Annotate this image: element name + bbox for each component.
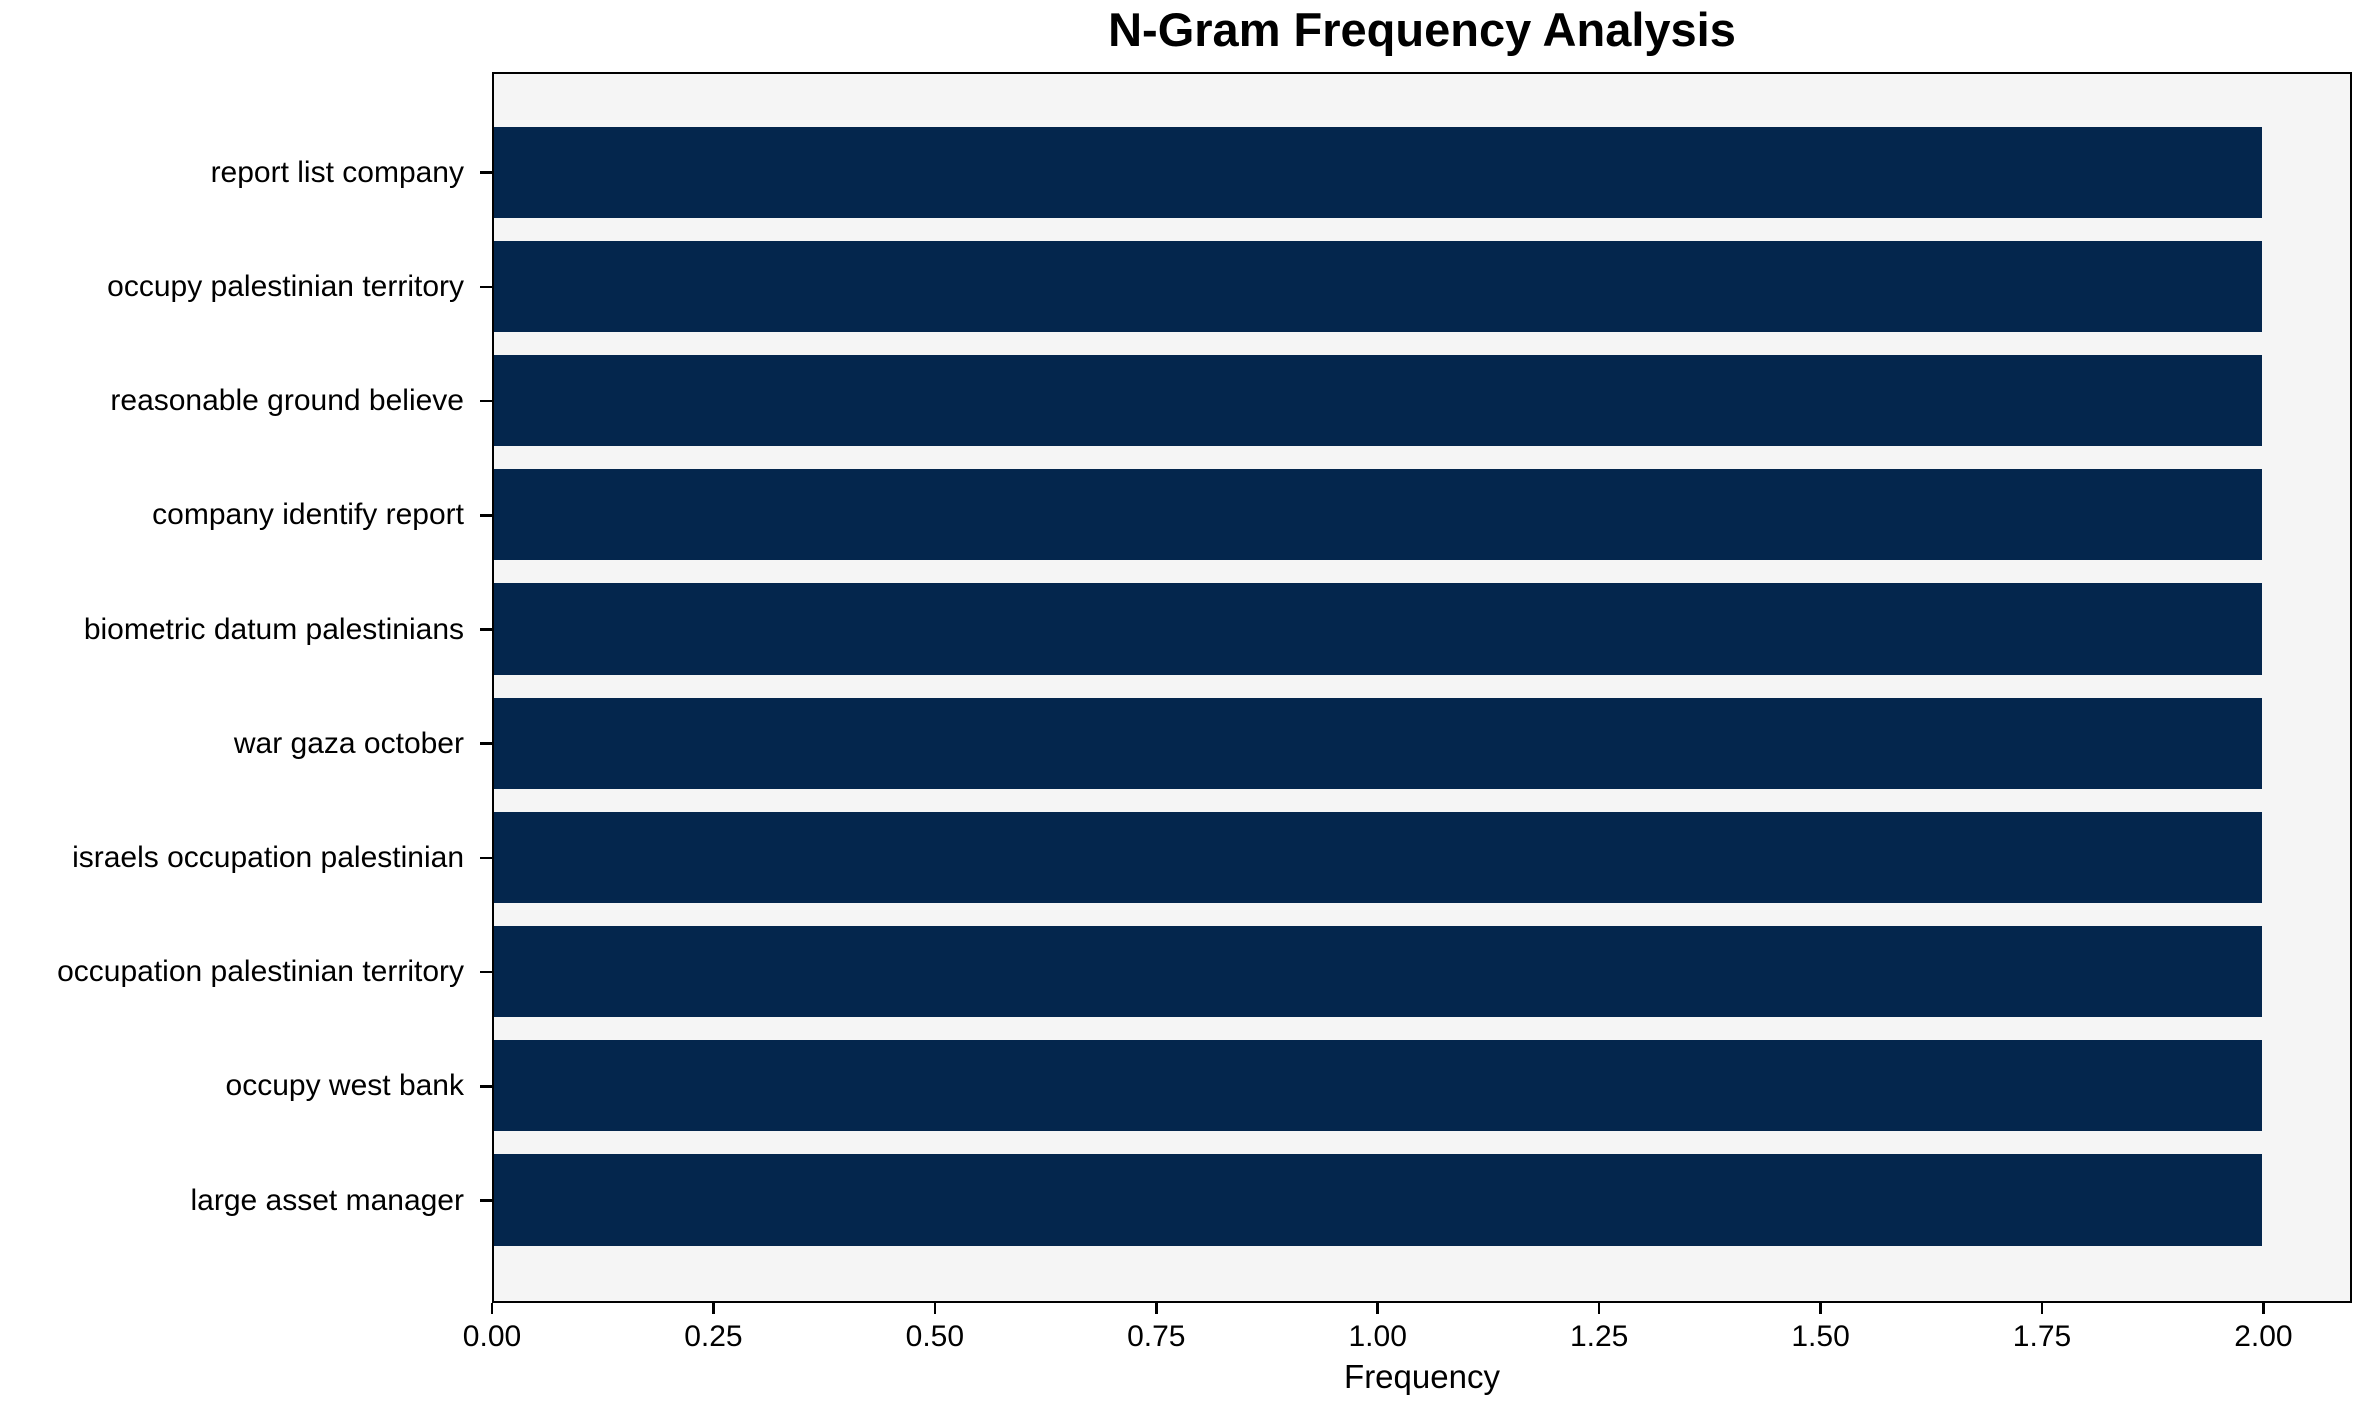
bar-row	[494, 469, 2350, 561]
x-tick-mark	[712, 1303, 715, 1314]
y-tick-mark	[480, 742, 492, 745]
y-tick-mark	[480, 1199, 492, 1202]
y-tick-label: report list company	[210, 155, 464, 189]
bar	[494, 126, 2262, 218]
bar	[494, 1154, 2262, 1246]
x-tick-mark	[1597, 1303, 1601, 1314]
y-tick-mark	[480, 856, 492, 860]
x-tick-label: 1.50	[1791, 1320, 1850, 1353]
x-tick-mark	[1819, 1303, 1822, 1314]
y-tick-mark	[480, 1085, 492, 1088]
bar	[494, 697, 2262, 789]
chart-title: N-Gram Frequency Analysis	[1108, 3, 1736, 56]
y-tick-mark	[480, 285, 492, 289]
y-tick-mark	[480, 171, 492, 174]
x-tick-label: 1.75	[2012, 1320, 2072, 1353]
y-tick-label: large asset manager	[190, 1183, 465, 1217]
bar	[494, 925, 2262, 1018]
x-tick-mark	[1376, 1303, 1379, 1314]
bar	[494, 354, 2262, 447]
plot-area	[492, 72, 2352, 1303]
x-tick-mark	[1155, 1303, 1158, 1314]
y-tick-mark	[480, 399, 492, 403]
x-tick-label: 1.25	[1569, 1320, 1629, 1353]
y-tick-label: biometric datum palestinians	[83, 612, 464, 646]
bar-row	[494, 354, 2350, 447]
x-tick-label: 0.50	[905, 1320, 965, 1353]
y-tick-label: reasonable ground believe	[110, 384, 464, 418]
y-tick-mark	[480, 514, 492, 517]
y-tick-label: occupation palestinian territory	[57, 955, 464, 989]
bar	[494, 240, 2262, 333]
bar-row	[494, 240, 2350, 333]
y-tick-label: israels occupation palestinian	[72, 840, 464, 874]
bar-row	[494, 925, 2350, 1018]
bar	[494, 583, 2262, 675]
x-tick-mark	[933, 1303, 937, 1314]
bar-row	[494, 1154, 2350, 1246]
x-tick-label: 0.00	[462, 1320, 522, 1353]
y-tick-label: occupy west bank	[225, 1069, 464, 1103]
x-tick-label: 0.25	[684, 1320, 743, 1353]
bar-row	[494, 583, 2350, 675]
bar	[494, 469, 2262, 561]
y-tick-label: company identify report	[152, 498, 464, 532]
y-tick-label: war gaza october	[233, 726, 464, 760]
y-tick-mark	[480, 970, 492, 974]
x-axis-title: Frequency	[1344, 1358, 1500, 1395]
bar	[494, 811, 2262, 904]
bar-row	[494, 126, 2350, 218]
bar-row	[494, 1040, 2350, 1132]
bar-row	[494, 697, 2350, 789]
x-tick-label: 2.00	[2234, 1320, 2293, 1353]
x-tick-mark	[2262, 1303, 2265, 1314]
x-tick-label: 1.00	[1348, 1320, 1407, 1353]
x-tick-mark	[2040, 1303, 2044, 1314]
bar	[494, 1040, 2262, 1132]
y-tick-mark	[480, 628, 492, 631]
x-tick-mark	[490, 1303, 494, 1314]
y-tick-label: occupy palestinian territory	[107, 269, 464, 303]
bar-row	[494, 811, 2350, 904]
x-tick-label: 0.75	[1127, 1320, 1186, 1353]
